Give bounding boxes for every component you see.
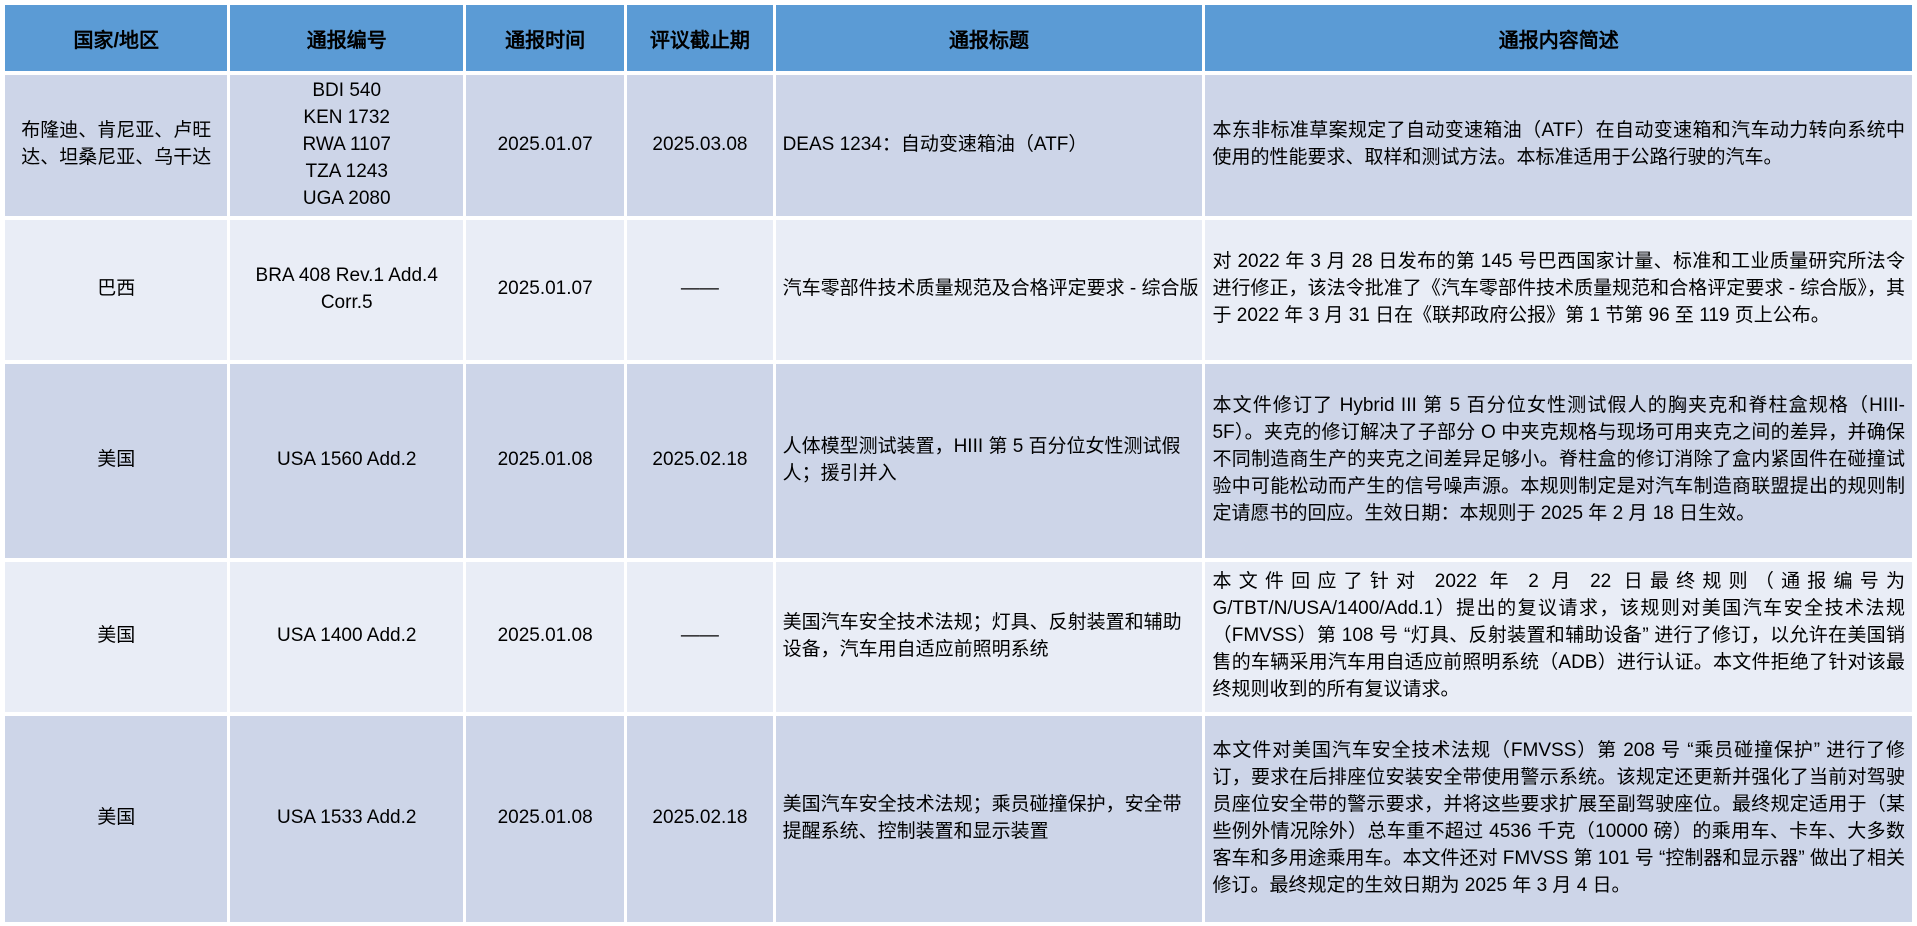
column-header-number: 通报编号 <box>230 5 463 71</box>
cell-notification-summary: 本东非标准草案规定了自动变速箱油（ATF）在自动变速箱和汽车动力转向系统中使用的… <box>1205 75 1912 216</box>
table-row: 美国 USA 1533 Add.2 2025.01.08 2025.02.18 … <box>5 715 1912 922</box>
cell-notification-summary: 本文件修订了 Hybrid III 第 5 百分位女性测试假人的胸夹克和脊柱盒规… <box>1205 363 1912 558</box>
cell-comment-deadline: 2025.03.08 <box>627 75 773 216</box>
cell-country: 美国 <box>5 715 228 922</box>
table-row: 巴西 BRA 408 Rev.1 Add.4 Corr.5 2025.01.07… <box>5 219 1912 360</box>
cell-comment-deadline: —— <box>627 561 773 712</box>
column-header-summary: 通报内容简述 <box>1205 5 1912 71</box>
cell-notification-summary: 本文件对美国汽车安全技术法规（FMVSS）第 208 号 “乘员碰撞保护” 进行… <box>1205 715 1912 922</box>
cell-notification-number: BRA 408 Rev.1 Add.4 Corr.5 <box>230 219 463 360</box>
cell-notification-summary: 本文件回应了针对 2022 年 2 月 22 日最终规则（通报编号为 G/TBT… <box>1205 561 1912 712</box>
cell-notification-number: USA 1560 Add.2 <box>230 363 463 558</box>
cell-notification-title: 人体模型测试装置，HIII 第 5 百分位女性测试假人；援引并入 <box>775 363 1203 558</box>
cell-notification-date: 2025.01.08 <box>465 561 625 712</box>
cell-country: 美国 <box>5 561 228 712</box>
table-header-row: 国家/地区 通报编号 通报时间 评议截止期 通报标题 通报内容简述 <box>5 5 1912 71</box>
table-row: 美国 USA 1400 Add.2 2025.01.08 —— 美国汽车安全技术… <box>5 561 1912 712</box>
cell-notification-title: 汽车零部件技术质量规范及合格评定要求 - 综合版 <box>775 219 1203 360</box>
cell-notification-title: DEAS 1234：自动变速箱油（ATF） <box>775 75 1203 216</box>
cell-notification-title: 美国汽车安全技术法规；乘员碰撞保护，安全带提醒系统、控制装置和显示装置 <box>775 715 1203 922</box>
cell-country: 巴西 <box>5 219 228 360</box>
cell-notification-date: 2025.01.08 <box>465 363 625 558</box>
table-row: 布隆迪、肯尼亚、卢旺达、坦桑尼亚、乌干达 BDI 540 KEN 1732 RW… <box>5 75 1912 216</box>
cell-country: 布隆迪、肯尼亚、卢旺达、坦桑尼亚、乌干达 <box>5 75 228 216</box>
table-row: 美国 USA 1560 Add.2 2025.01.08 2025.02.18 … <box>5 363 1912 558</box>
cell-notification-summary: 对 2022 年 3 月 28 日发布的第 145 号巴西国家计量、标准和工业质… <box>1205 219 1912 360</box>
cell-notification-number: USA 1400 Add.2 <box>230 561 463 712</box>
cell-notification-date: 2025.01.08 <box>465 715 625 922</box>
cell-notification-date: 2025.01.07 <box>465 219 625 360</box>
cell-notification-title: 美国汽车安全技术法规；灯具、反射装置和辅助设备，汽车用自适应前照明系统 <box>775 561 1203 712</box>
cell-comment-deadline: 2025.02.18 <box>627 715 773 922</box>
cell-notification-number: BDI 540 KEN 1732 RWA 1107 TZA 1243 UGA 2… <box>230 75 463 216</box>
column-header-country: 国家/地区 <box>5 5 228 71</box>
cell-country: 美国 <box>5 363 228 558</box>
cell-notification-number: USA 1533 Add.2 <box>230 715 463 922</box>
column-header-date: 通报时间 <box>465 5 625 71</box>
column-header-deadline: 评议截止期 <box>627 5 773 71</box>
column-header-title: 通报标题 <box>775 5 1203 71</box>
cell-comment-deadline: —— <box>627 219 773 360</box>
cell-comment-deadline: 2025.02.18 <box>627 363 773 558</box>
cell-notification-date: 2025.01.07 <box>465 75 625 216</box>
